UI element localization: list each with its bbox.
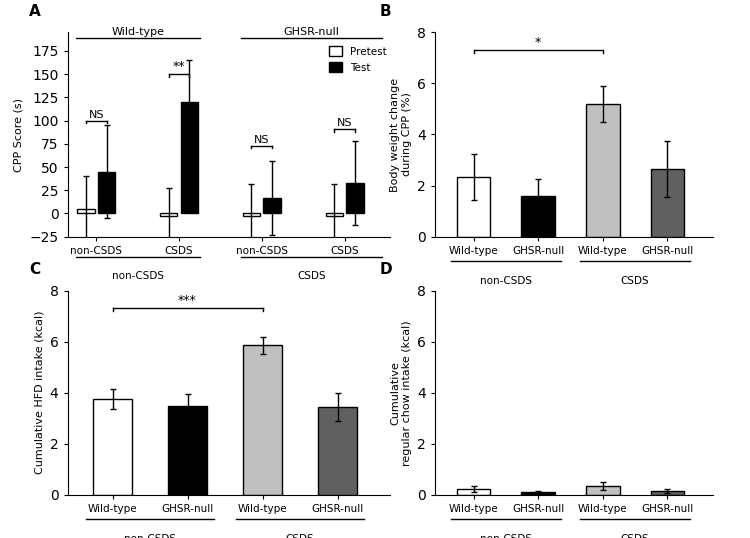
Bar	[650, 491, 684, 495]
Text: CSDS: CSDS	[286, 534, 314, 538]
Text: **: **	[173, 60, 185, 73]
Text: D: D	[380, 262, 392, 277]
Text: non-CSDS: non-CSDS	[124, 534, 176, 538]
Text: GHSR-null: GHSR-null	[284, 27, 340, 37]
Bar	[521, 492, 555, 495]
Text: NS: NS	[254, 135, 269, 145]
Y-axis label: Body weight change
during CPP (%): Body weight change during CPP (%)	[390, 77, 412, 192]
Bar	[586, 104, 620, 237]
Legend: Pretest, Test: Pretest, Test	[326, 41, 392, 77]
Text: CSDS: CSDS	[297, 272, 326, 281]
Bar	[77, 209, 94, 214]
Bar	[650, 169, 684, 237]
Text: NS: NS	[337, 118, 352, 128]
Y-axis label: Cumulative HFD intake (kcal): Cumulative HFD intake (kcal)	[34, 311, 44, 475]
Text: non-CSDS: non-CSDS	[480, 534, 532, 538]
Text: NS: NS	[88, 110, 104, 120]
Text: CSDS: CSDS	[621, 534, 650, 538]
Text: non-CSDS: non-CSDS	[480, 275, 532, 286]
Bar	[318, 407, 357, 495]
Text: ***: ***	[178, 294, 196, 308]
Text: CSDS: CSDS	[621, 275, 650, 286]
Text: A: A	[28, 4, 40, 19]
Bar	[263, 197, 280, 214]
Bar	[457, 176, 490, 237]
Text: *: *	[536, 36, 542, 49]
Text: C: C	[28, 262, 40, 277]
Text: B: B	[380, 4, 391, 19]
Bar	[243, 214, 260, 216]
Bar	[243, 345, 282, 495]
Bar	[98, 172, 116, 214]
Y-axis label: Cumulative
regular chow intake (kcal): Cumulative regular chow intake (kcal)	[390, 320, 412, 465]
Bar	[326, 214, 343, 216]
Bar	[586, 486, 620, 495]
Bar	[93, 399, 132, 495]
Bar	[457, 489, 490, 495]
Text: Wild-type: Wild-type	[111, 27, 164, 37]
Y-axis label: CPP Score (s): CPP Score (s)	[13, 97, 24, 172]
Bar	[181, 102, 198, 214]
Bar	[168, 406, 207, 495]
Bar	[521, 196, 555, 237]
Bar	[346, 183, 364, 214]
Text: non-CSDS: non-CSDS	[112, 272, 164, 281]
Bar	[160, 214, 178, 216]
